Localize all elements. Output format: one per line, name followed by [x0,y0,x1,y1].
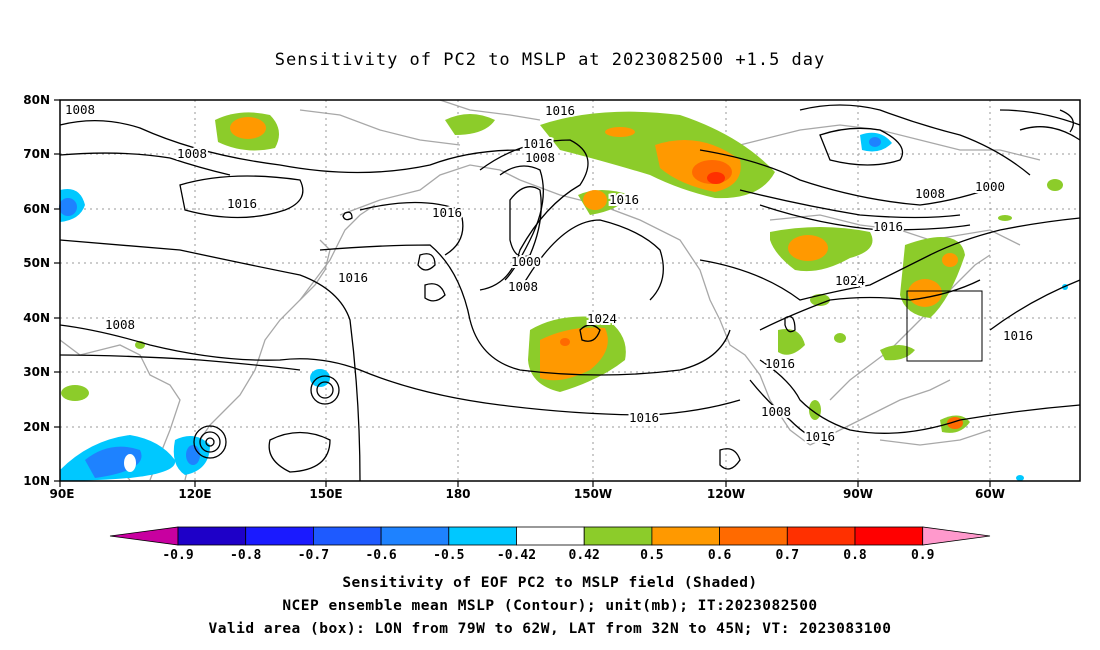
lat-label: 10N [23,474,50,488]
latitude-labels: 80N 70N 60N 50N 40N 30N 20N 10N [23,93,50,488]
colorbar-swatch [380,526,450,546]
contour-label: 1016 [545,103,575,118]
contour-label: 1008 [65,102,95,117]
contour-label: 1008 [915,186,945,201]
lat-label: 40N [23,311,50,325]
lat-label: 70N [23,147,50,161]
lon-label: 180 [445,487,470,501]
contour-label: 1008 [761,404,791,419]
colorbar: -0.9 -0.8 -0.7 -0.6 -0.5 -0.42 0.42 0.5 0.6 0.7 0.… [109,526,991,563]
contour-label: 1008 [525,150,555,165]
colorbar-swatch [177,526,247,546]
valid-area-box [906,290,983,362]
lat-label: 20N [23,420,50,434]
contour-label: 1000 [975,179,1005,194]
contour-label: 1016 [227,196,257,211]
contour-label: 1016 [523,136,553,151]
contour-label: 1016 [629,410,659,425]
chart-title: Sensitivity of PC2 to MSLP at 2023082500… [274,50,826,70]
contour-label: 1016 [805,429,835,444]
contour-label: 1016 [338,270,368,285]
lon-label: 60W [975,487,1005,501]
lat-label: 30N [23,365,50,379]
colorbar-label: 0.7 [776,548,799,563]
caption-line-1: Sensitivity of EOF PC2 to MSLP field (Sh… [342,575,758,591]
colorbar-swatch [312,526,382,546]
colorbar-label: 0.8 [843,548,867,563]
colorbar-label: 0.5 [640,548,663,563]
map-frame [59,99,1081,482]
contour-label: 1016 [765,356,795,371]
lat-label: 80N [23,93,50,107]
colorbar-label: -0.7 [298,548,329,563]
colorbar-label: -0.8 [230,548,261,563]
contour-labels: 1008 1008 1016 1016 1016 1008 1016 1000 … [63,100,1035,446]
lat-label: 60N [23,202,50,216]
longitude-labels: 90E 120E 150E 180 150W 120W 90W 60W [50,487,1005,501]
colorbar-swatch [245,526,314,546]
colorbar-swatch [583,526,653,546]
contour-label: 1008 [105,317,135,332]
colorbar-swatch [719,526,788,546]
lon-label: 150W [574,487,612,501]
colorbar-arrow-right [922,526,991,546]
colorbar-swatch [786,526,856,546]
lon-label: 150E [309,487,342,501]
contour-label: 1000 [511,254,541,269]
lon-label: 90W [843,487,873,501]
contour-label: 1024 [587,311,617,326]
colorbar-label: -0.6 [365,548,396,563]
colorbar-label: -0.42 [497,548,536,563]
lon-label: 120W [707,487,745,501]
contour-label: 1016 [873,219,903,234]
colorbar-arrow-left [109,526,179,546]
colorbar-label: -0.5 [433,548,464,563]
lon-label: 90E [50,487,75,501]
colorbar-label: -0.9 [162,548,193,563]
contour-label: 1008 [508,279,538,294]
caption-line-2: NCEP ensemble mean MSLP (Contour); unit(… [282,598,818,614]
contour-label: 1016 [609,192,639,207]
caption-line-3: Valid area (box): LON from 79W to 62W, L… [208,621,892,637]
colorbar-swatch [448,526,517,546]
lat-label: 50N [23,256,50,270]
positive-sensitivity-shading [61,111,1063,433]
colorbar-swatch [854,526,924,546]
contour-label: 1008 [177,146,207,161]
contour-label: 1016 [1003,328,1033,343]
colorbar-label: 0.42 [569,548,600,563]
colorbar-label: 0.6 [708,548,732,563]
lon-label: 120E [178,487,211,501]
colorbar-swatch [516,526,585,546]
contour-label: 1024 [835,273,865,288]
colorbar-label: 0.9 [911,548,934,563]
contour-label: 1016 [432,205,462,220]
mslp-contours [59,104,1081,482]
colorbar-swatch [651,526,721,546]
